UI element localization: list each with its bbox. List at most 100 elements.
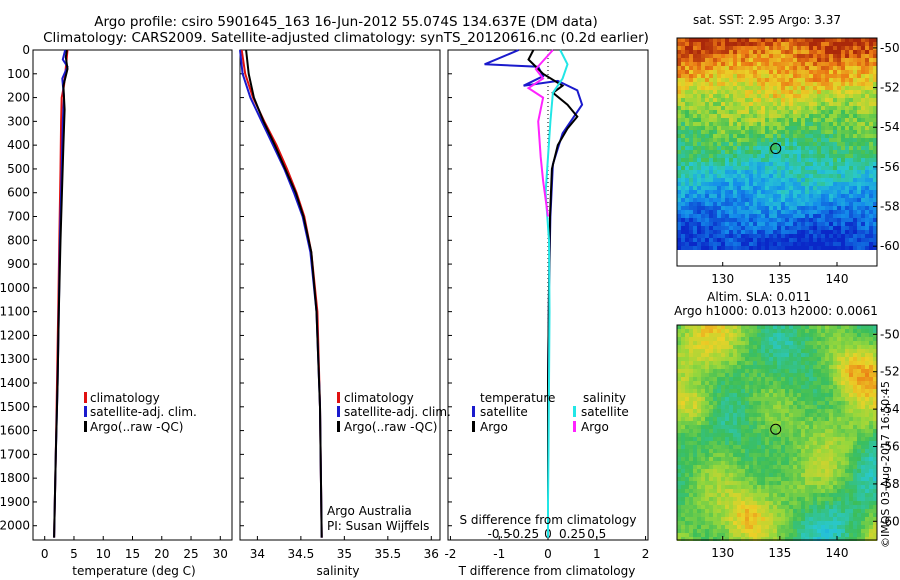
map-cell	[729, 182, 733, 186]
map-cell	[689, 234, 693, 238]
map-cell	[873, 349, 877, 353]
map-cell	[781, 361, 785, 365]
map-cell	[817, 353, 821, 357]
map-cell	[865, 86, 869, 90]
map-cell	[781, 90, 785, 94]
map-cell	[845, 242, 849, 246]
map-cell	[765, 174, 769, 178]
map-cell	[829, 445, 833, 449]
map-cell	[741, 437, 745, 441]
map-cell	[773, 194, 777, 198]
map-cell	[853, 461, 857, 465]
map-cell	[773, 110, 777, 114]
map-cell	[785, 126, 789, 130]
map-cell	[753, 325, 757, 329]
map-cell	[825, 150, 829, 154]
map-cell	[873, 353, 877, 357]
map-cell	[761, 210, 765, 214]
map-cell	[845, 46, 849, 50]
map-cell	[809, 345, 813, 349]
map-cell	[865, 493, 869, 497]
map-cell	[841, 42, 845, 46]
map-cell	[821, 42, 825, 46]
map-cell	[801, 489, 805, 493]
map-cell	[681, 425, 685, 429]
map-cell	[845, 369, 849, 373]
map-cell	[773, 118, 777, 122]
map-cell	[753, 230, 757, 234]
map-cell	[857, 178, 861, 182]
map-cell	[857, 246, 861, 250]
map-cell	[733, 210, 737, 214]
map-cell	[869, 158, 873, 162]
map-cell	[813, 82, 817, 86]
map-cell	[829, 190, 833, 194]
map-cell	[721, 457, 725, 461]
map-cell	[745, 429, 749, 433]
map-cell	[821, 170, 825, 174]
map-cell	[753, 242, 757, 246]
map-cell	[801, 369, 805, 373]
map-cell	[765, 146, 769, 150]
map-cell	[705, 154, 709, 158]
map-cell	[749, 114, 753, 118]
map-cell	[873, 234, 877, 238]
map-cell	[869, 349, 873, 353]
map-cell	[845, 194, 849, 198]
map-cell	[713, 377, 717, 381]
map-cell	[713, 425, 717, 429]
map-cell	[785, 325, 789, 329]
map-cell	[793, 493, 797, 497]
map-cell	[809, 114, 813, 118]
map-cell	[797, 194, 801, 198]
map-cell	[749, 481, 753, 485]
map-cell	[745, 357, 749, 361]
map-cell	[701, 473, 705, 477]
map-cell	[829, 106, 833, 110]
map-cell	[857, 146, 861, 150]
map-cell	[813, 118, 817, 122]
map-cell	[737, 202, 741, 206]
map-cell	[697, 234, 701, 238]
map-cell	[781, 226, 785, 230]
map-cell	[761, 86, 765, 90]
map-cell	[841, 365, 845, 369]
map-cell	[737, 66, 741, 70]
map-cell	[873, 417, 877, 421]
map-cell	[849, 349, 853, 353]
map-cell	[793, 421, 797, 425]
map-cell	[761, 393, 765, 397]
map-cell	[841, 98, 845, 102]
map-cell	[817, 425, 821, 429]
map-cell	[861, 58, 865, 62]
map-cell	[725, 78, 729, 82]
map-cell	[689, 210, 693, 214]
map-cell	[813, 162, 817, 166]
map-cell	[689, 150, 693, 154]
map-cell	[713, 134, 717, 138]
map-cell	[693, 485, 697, 489]
map-cell	[697, 377, 701, 381]
map-cell	[841, 421, 845, 425]
map-cell	[777, 190, 781, 194]
map-cell	[789, 134, 793, 138]
map-cell	[693, 349, 697, 353]
map-cell	[809, 357, 813, 361]
map-cell	[697, 425, 701, 429]
map-cell	[813, 421, 817, 425]
map-cell	[829, 413, 833, 417]
map-cell	[825, 70, 829, 74]
map-cell	[873, 361, 877, 365]
map-cell	[709, 106, 713, 110]
map-cell	[685, 138, 689, 142]
map-cell	[817, 226, 821, 230]
map-cell	[793, 389, 797, 393]
map-cell	[785, 481, 789, 485]
map-cell	[773, 341, 777, 345]
map-cell	[821, 381, 825, 385]
map-cell	[809, 182, 813, 186]
map-cell	[869, 202, 873, 206]
map-cell	[781, 373, 785, 377]
map-cell	[785, 170, 789, 174]
map-cell	[773, 461, 777, 465]
